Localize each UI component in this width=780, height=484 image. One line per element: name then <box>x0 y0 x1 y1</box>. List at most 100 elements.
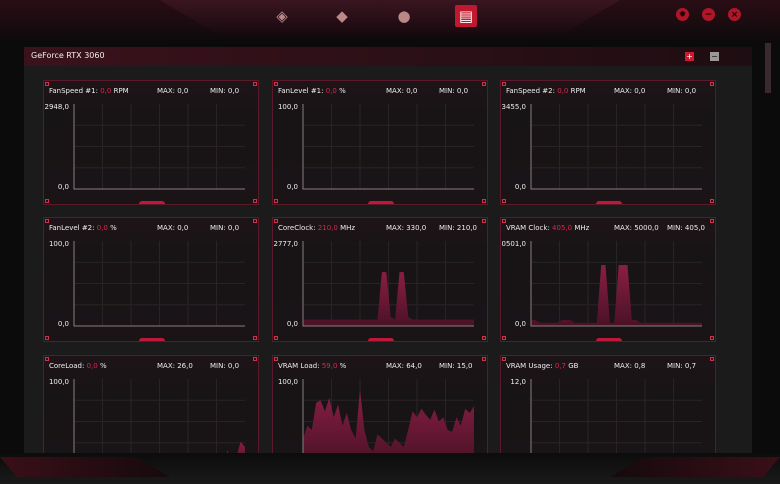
min-value: MIN: 0,0 <box>210 87 240 95</box>
graph-plot <box>302 241 474 327</box>
unit: RPM <box>113 87 129 95</box>
nav-bar <box>160 0 620 33</box>
y-axis-min: 0,0 <box>57 320 69 328</box>
glow-accent <box>368 338 394 341</box>
min-value: MIN: 210,0 <box>439 224 477 232</box>
series-area <box>303 389 474 464</box>
metric-name: CoreLoad <box>49 362 82 370</box>
unit: GB <box>568 362 579 370</box>
current-value: 405,0 <box>552 224 573 232</box>
y-axis-max: 100,0 <box>277 378 298 386</box>
graph-card: FanSpeed #1: 0,0 RPM MAX: 0,0 MIN: 0,0 2… <box>43 80 259 205</box>
min-value: MIN: 0,0 <box>439 87 469 95</box>
y-axis-max: 12,0 <box>510 378 526 386</box>
graph-label: VRAM Load: 59,0 % <box>278 362 347 370</box>
remove-graph-button[interactable]: − <box>710 52 719 61</box>
max-value: MAX: 0,0 <box>157 224 189 232</box>
layers-icon[interactable]: ◆ <box>336 7 348 25</box>
graph-label: VRAM Clock: 405,0 MHz <box>506 224 590 232</box>
axis <box>302 241 474 327</box>
axis <box>73 104 245 190</box>
min-value: MIN: 0,0 <box>667 87 697 95</box>
glow-accent <box>368 201 394 204</box>
axis <box>302 104 474 190</box>
unit: % <box>110 224 117 232</box>
current-value: 59,0 <box>321 362 338 370</box>
axis <box>530 104 702 190</box>
max-value: MAX: 330,0 <box>386 224 427 232</box>
graph-plot <box>530 104 702 190</box>
max-value: MAX: 26,0 <box>157 362 193 370</box>
add-graph-button[interactable]: + <box>685 52 694 61</box>
gpu-panel: GeForce RTX 3060 + − FanSpeed #1: 0,0 RP… <box>24 47 752 480</box>
max-value: MAX: 0,8 <box>614 362 646 370</box>
lighting-icon[interactable]: ● <box>397 7 411 25</box>
current-value: 0,0 <box>96 224 108 232</box>
unit: RPM <box>570 87 586 95</box>
unit: % <box>99 362 107 370</box>
metric-name: FanSpeed #2 <box>506 87 553 95</box>
scrollbar[interactable] <box>765 43 771 93</box>
monitor-icon[interactable]: ▤ <box>455 5 477 27</box>
metric-name: FanSpeed #1 <box>49 87 96 95</box>
unit: MHz <box>574 224 590 232</box>
unit: MHz <box>340 224 356 232</box>
current-value: 0,0 <box>100 87 112 95</box>
graph-plot <box>302 104 474 190</box>
graph-plot <box>73 104 245 190</box>
graph-card: CoreClock: 210,0 MHz MAX: 330,0 MIN: 210… <box>272 217 488 342</box>
graph-label: CoreClock: 210,0 MHz <box>278 224 356 232</box>
graph-label: FanSpeed #2: 0,0 RPM <box>506 87 586 95</box>
y-axis-min: 0,0 <box>286 183 298 191</box>
y-axis-max: 100,0 <box>48 240 69 248</box>
min-value: MIN: 0,7 <box>667 362 697 370</box>
y-axis-min: 0,0 <box>514 320 526 328</box>
y-axis-max: 100,0 <box>48 378 69 386</box>
y-axis-max: 3455,0 <box>501 103 527 111</box>
graph-card: FanLevel #1: 0,0 % MAX: 0,0 MIN: 0,0 100… <box>272 80 488 205</box>
min-value: MIN: 15,0 <box>439 362 473 370</box>
metric-name: FanLevel #2 <box>49 224 93 232</box>
current-value: 0,0 <box>557 87 569 95</box>
axis <box>73 241 245 327</box>
max-value: MAX: 0,0 <box>386 87 418 95</box>
glow-accent <box>139 338 165 341</box>
current-value: 0,7 <box>554 362 566 370</box>
current-value: 0,0 <box>86 362 98 370</box>
close-icon[interactable]: × <box>728 8 741 21</box>
max-value: MAX: 0,0 <box>614 87 646 95</box>
y-axis-max: 100,0 <box>277 103 298 111</box>
glow-accent <box>596 338 622 341</box>
graph-plot <box>530 241 702 327</box>
glow-accent <box>139 201 165 204</box>
y-axis-max: 2948,0 <box>44 103 70 111</box>
current-value: 0,0 <box>325 87 337 95</box>
graph-label: FanLevel #2: 0,0 % <box>49 224 117 232</box>
max-value: MAX: 0,0 <box>157 87 189 95</box>
graph-label: VRAM Usage: 0,7 GB <box>506 362 579 370</box>
graph-label: FanSpeed #1: 0,0 RPM <box>49 87 129 95</box>
graph-label: FanLevel #1: 0,0 % <box>278 87 346 95</box>
y-axis-min: 0,0 <box>57 183 69 191</box>
unit: % <box>339 87 346 95</box>
metric-name: VRAM Clock <box>506 224 548 232</box>
max-value: MAX: 5000,0 <box>614 224 659 232</box>
unit: % <box>339 362 347 370</box>
footer-bar <box>0 453 780 484</box>
metric-name: CoreClock <box>278 224 314 232</box>
y-axis-max: 2777,0 <box>273 240 299 248</box>
min-value: MIN: 0,0 <box>210 224 240 232</box>
graph-card: FanSpeed #2: 0,0 RPM MAX: 0,0 MIN: 0,0 3… <box>500 80 716 205</box>
metric-name: FanLevel #1 <box>278 87 322 95</box>
series-area <box>303 272 474 326</box>
glow-accent <box>596 201 622 204</box>
minimize-icon[interactable]: − <box>702 8 715 21</box>
graph-plot <box>73 241 245 327</box>
metric-name: VRAM Load <box>278 362 318 370</box>
y-axis-min: 0,0 <box>514 183 526 191</box>
gear-icon[interactable]: ✹ <box>676 8 689 21</box>
graph-card: VRAM Clock: 405,0 MHz MAX: 5000,0 MIN: 4… <box>500 217 716 342</box>
series-area <box>531 265 702 326</box>
y-axis-max: 10501,0 <box>501 240 526 248</box>
overclock-icon[interactable]: ◈ <box>276 7 288 25</box>
